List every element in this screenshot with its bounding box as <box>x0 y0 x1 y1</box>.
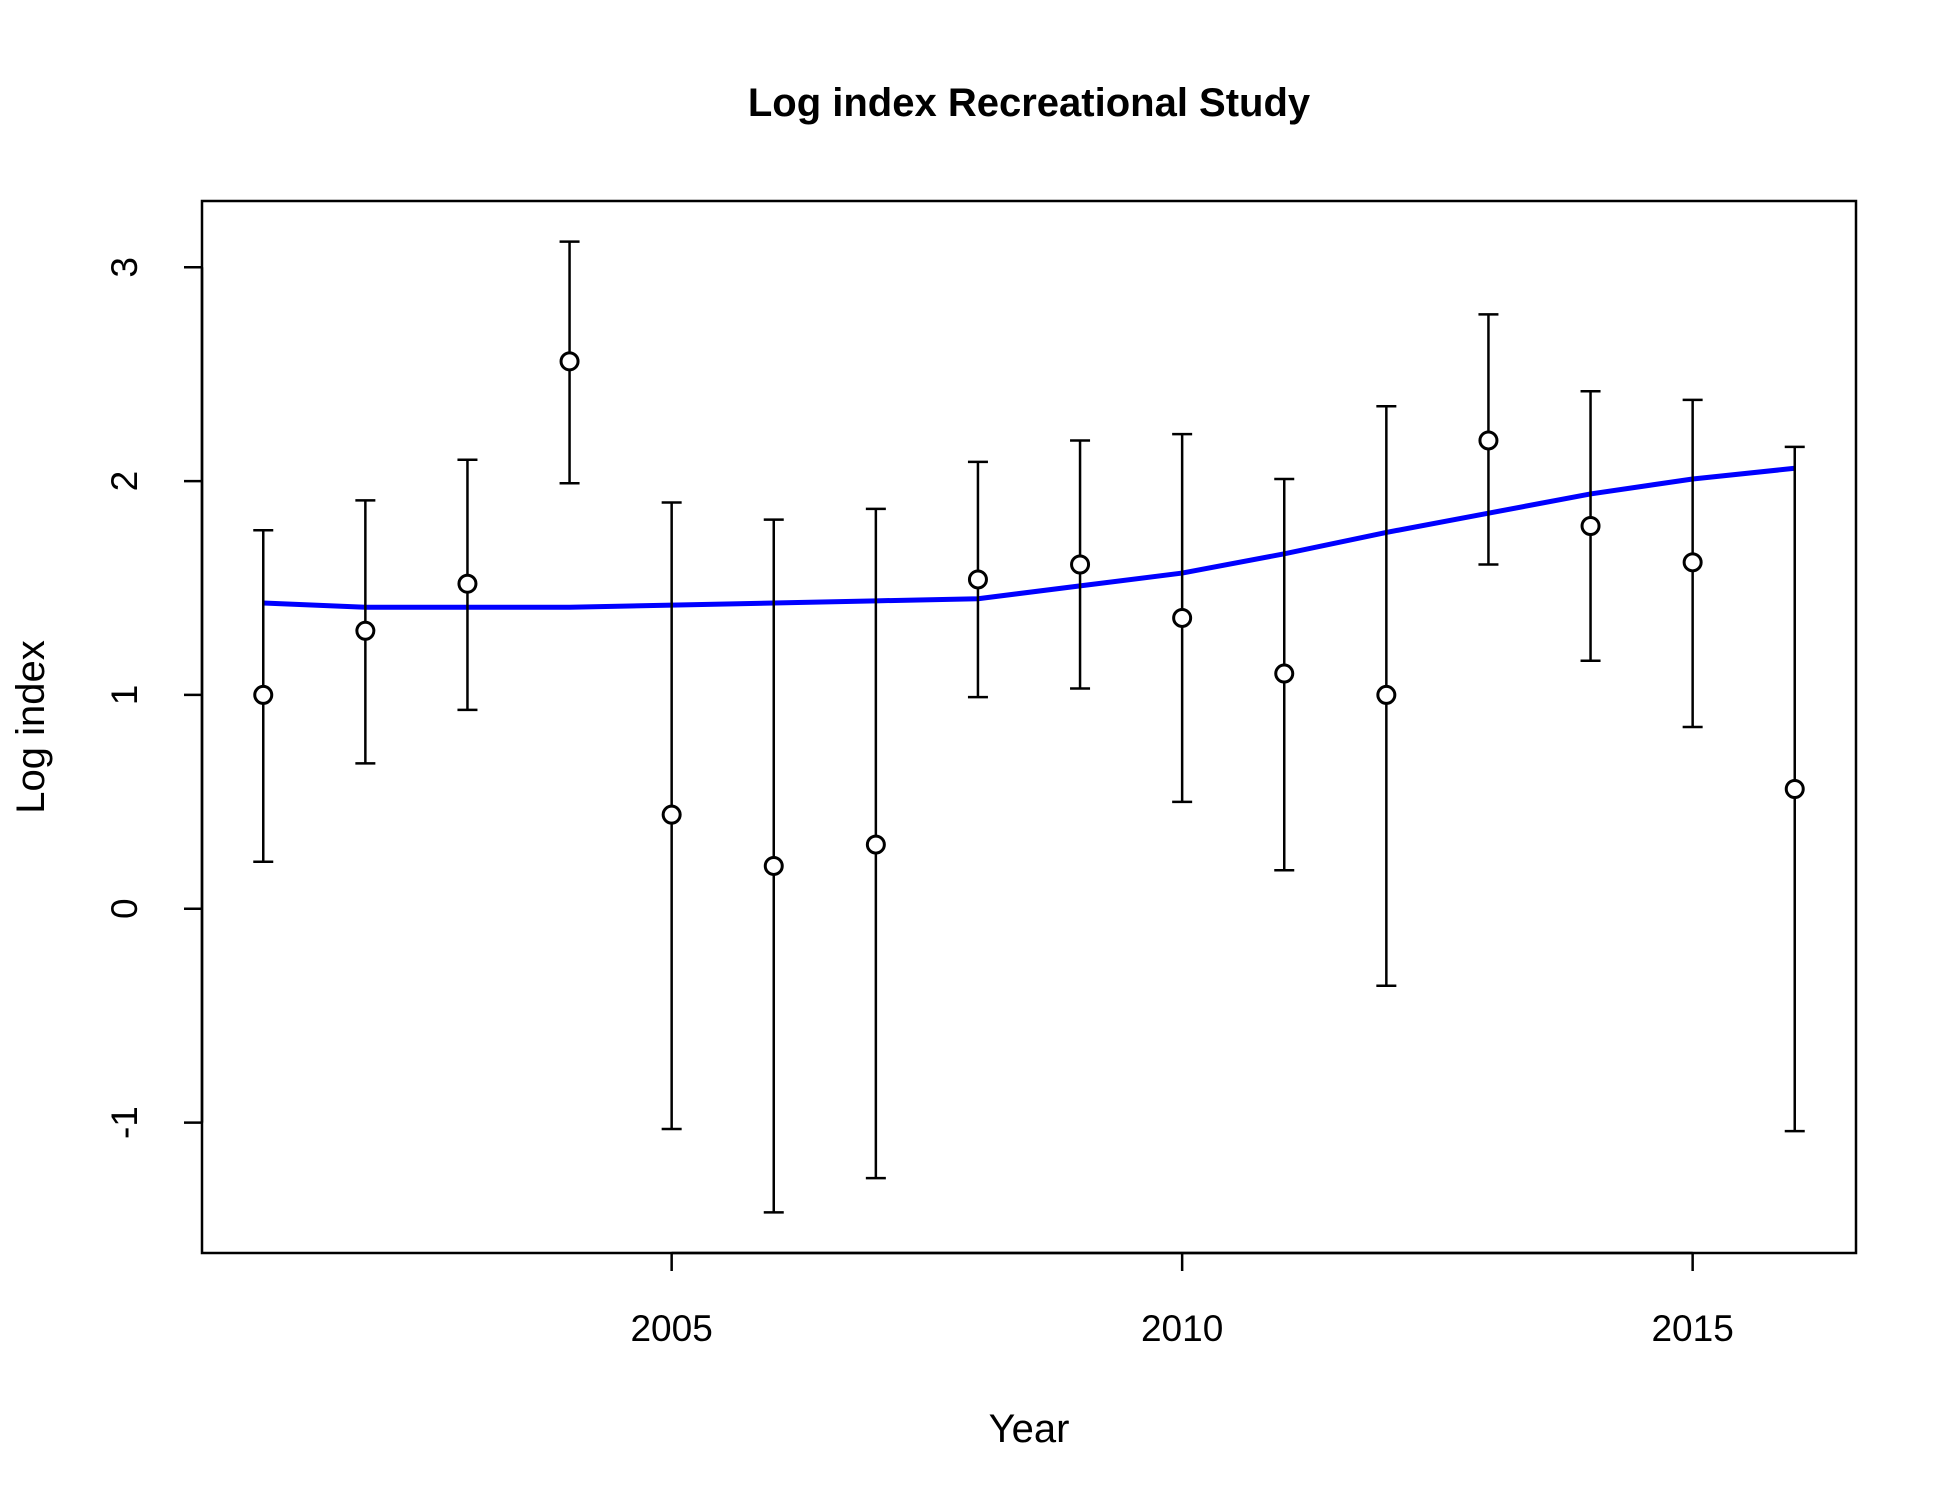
y-tick-label: -1 <box>104 1106 145 1139</box>
data-point <box>1376 684 1397 705</box>
data-point <box>1172 607 1193 628</box>
data-point <box>1784 779 1805 800</box>
data-point <box>1682 552 1703 573</box>
fitted-line-layer <box>263 465 1796 610</box>
y-tick-label: 3 <box>104 257 145 278</box>
data-point <box>967 569 988 590</box>
x-axis-label: Year <box>989 1407 1070 1451</box>
data-point <box>355 620 376 641</box>
y-tick-label: 0 <box>104 898 145 919</box>
x-axis: 2005 2010 2015 <box>630 1251 1734 1349</box>
x-tick-label: 2015 <box>1651 1308 1733 1349</box>
data-point <box>1478 430 1499 451</box>
data-point <box>559 351 580 372</box>
data-point <box>1580 516 1601 537</box>
points-layer <box>253 351 1805 876</box>
x-tick-label: 2005 <box>630 1308 712 1349</box>
data-point <box>763 855 784 876</box>
y-tick-label: 1 <box>104 685 145 706</box>
chart-title: Log index Recreational Study <box>748 81 1311 125</box>
data-point <box>1070 554 1091 575</box>
error-bars-layer <box>253 240 1805 1214</box>
data-point <box>865 834 886 855</box>
y-axis-label: Log index <box>9 640 53 813</box>
fitted-trend-line <box>263 465 1796 610</box>
data-point <box>457 573 478 594</box>
data-point <box>661 804 682 825</box>
y-axis: -1 0 1 2 3 <box>104 257 204 1139</box>
plot-area-frame <box>200 199 1858 1255</box>
x-tick-label: 2010 <box>1141 1308 1223 1349</box>
data-point <box>253 684 274 705</box>
y-tick-label: 2 <box>104 471 145 492</box>
data-point <box>1274 663 1295 684</box>
